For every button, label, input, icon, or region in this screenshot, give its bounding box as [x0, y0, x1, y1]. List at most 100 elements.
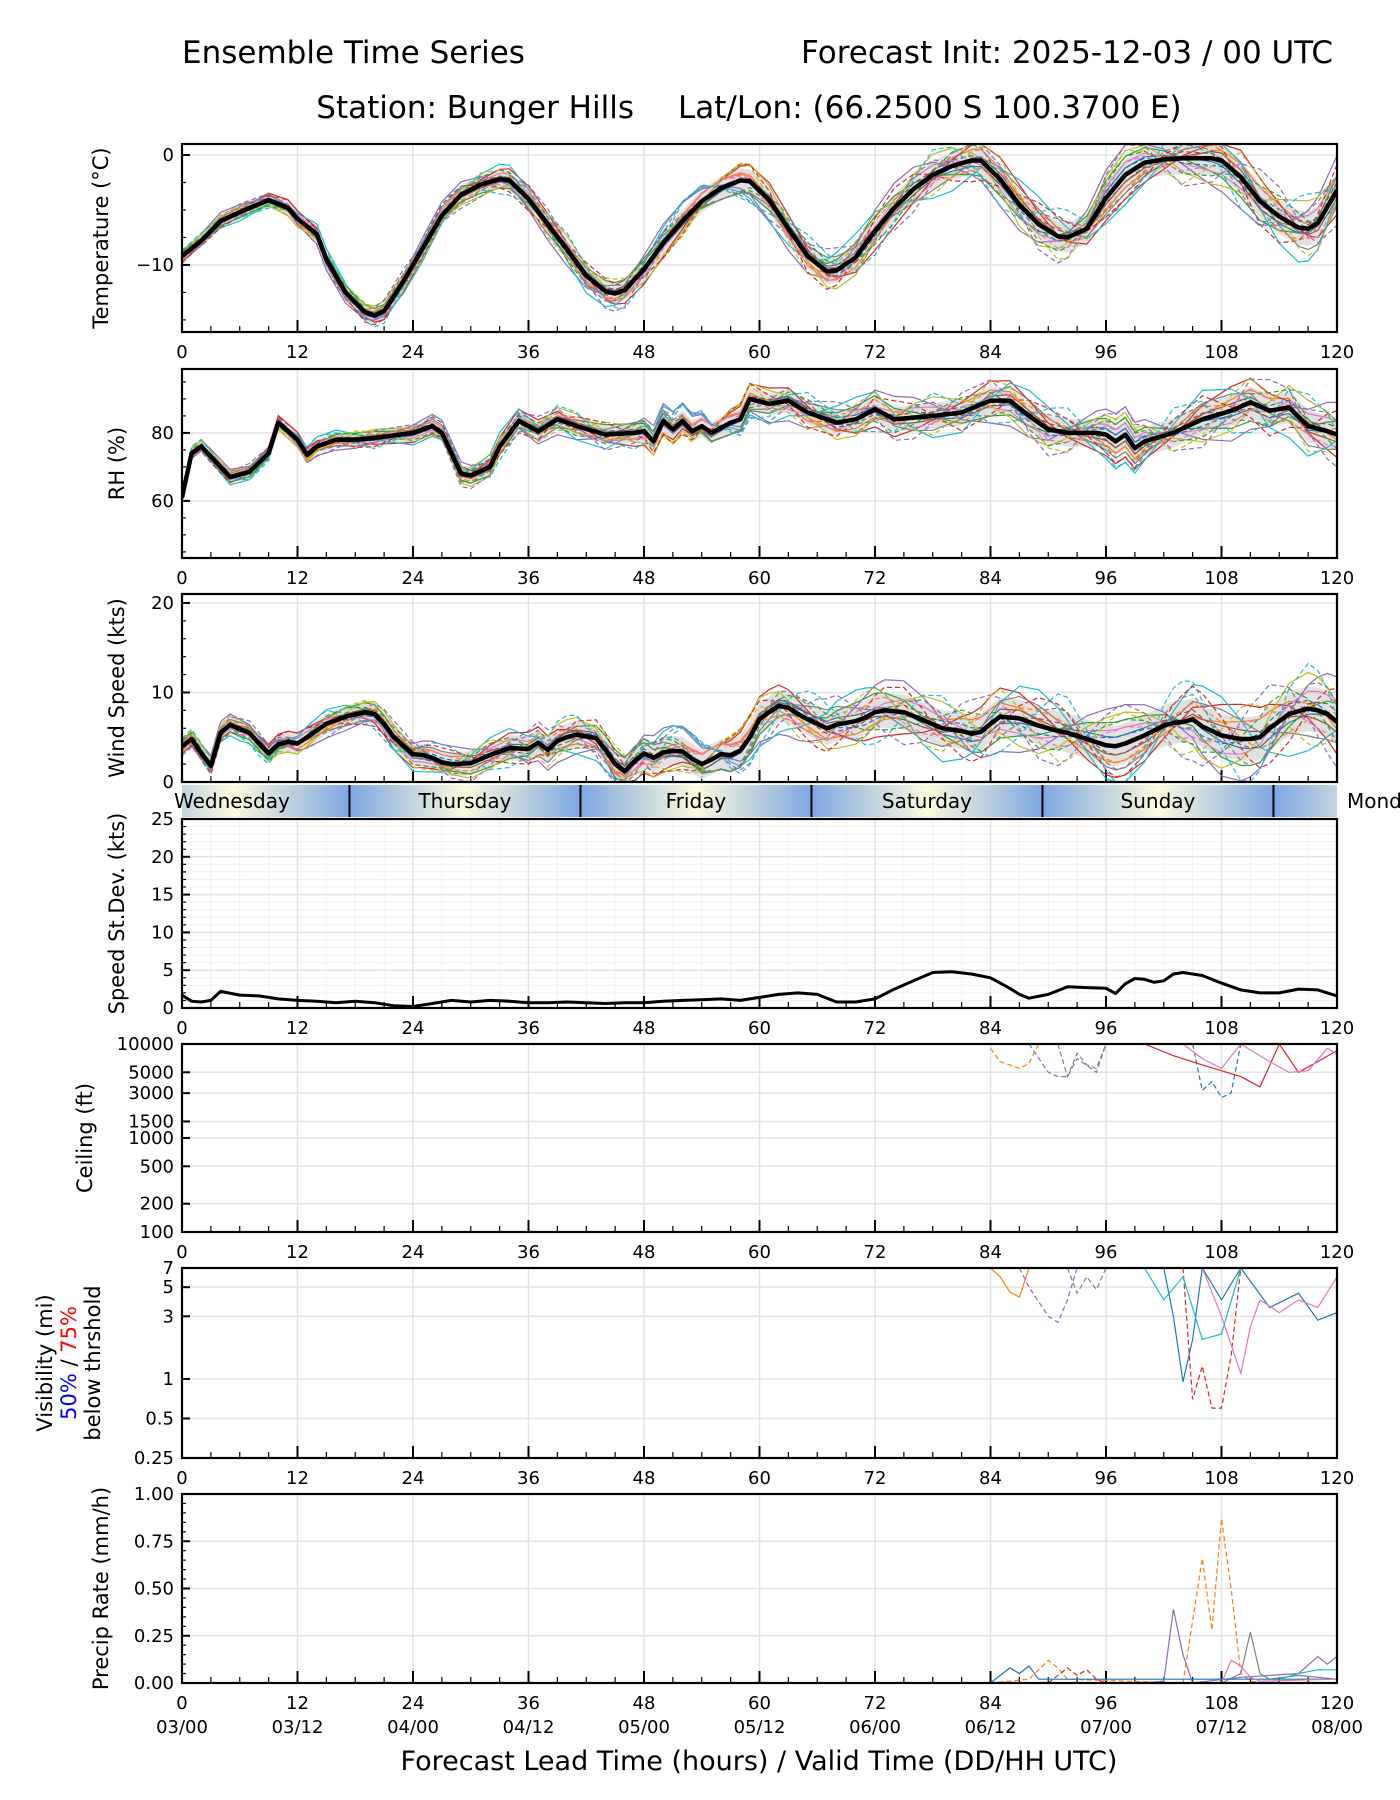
- y-axis-label: Speed St.Dev. (kts): [105, 813, 129, 1015]
- x-tick-label: 36: [517, 1693, 540, 1714]
- x-tick-label: 48: [633, 1018, 656, 1039]
- x-tick-label: 24: [402, 568, 425, 589]
- ensemble-member-line: [182, 671, 1337, 780]
- series-group: [182, 144, 1337, 328]
- x-tick-label: 36: [517, 1018, 540, 1039]
- ensemble-member-line: [182, 382, 1337, 499]
- station-latlon: Lat/Lon: (66.2500 S 100.3700 E): [678, 90, 1182, 126]
- x-tick-label: 84: [979, 1693, 1002, 1714]
- y-tick-label: 0.25: [134, 1626, 174, 1647]
- ensemble-member-line: [1192, 1044, 1242, 1099]
- y-tick-label: 1500: [128, 1111, 174, 1132]
- x-tick-label: 60: [748, 1018, 771, 1039]
- x-tick-label: 72: [864, 1693, 887, 1714]
- ensemble-member-line: [182, 662, 1337, 782]
- x-tick-label: 12: [286, 1468, 309, 1489]
- x-tick-label: 108: [1204, 568, 1238, 589]
- x-tick-label: 84: [979, 1468, 1002, 1489]
- valid-time-label: 06/00: [849, 1717, 901, 1738]
- x-tick-label: 24: [402, 342, 425, 363]
- x-tick-label: 48: [633, 1693, 656, 1714]
- ensemble-member-line: [182, 144, 1337, 312]
- valid-time-label: 04/00: [387, 1717, 439, 1738]
- valid-time-label: 03/00: [156, 1717, 208, 1738]
- x-tick-label: 36: [517, 342, 540, 363]
- x-tick-label: 120: [1320, 1468, 1354, 1489]
- x-tick-label: 60: [748, 1242, 771, 1263]
- x-tick-label: 96: [1095, 1018, 1118, 1039]
- x-tick-label: 72: [864, 1242, 887, 1263]
- threshold-part: /: [57, 1353, 81, 1373]
- y-tick-label: 20: [151, 593, 174, 614]
- panel-frame: [180, 1492, 1339, 1685]
- y-tick-label: 10000: [117, 1034, 174, 1055]
- figure-title: Ensemble Time Series: [182, 35, 525, 71]
- y-tick-label: 0: [163, 772, 174, 793]
- y-axis-label: Temperature (°C): [89, 147, 113, 329]
- x-tick-label: 84: [979, 342, 1002, 363]
- ensemble-member-line: [1220, 1659, 1337, 1683]
- series-group: [990, 1044, 1337, 1099]
- panel-frame: [180, 367, 1339, 560]
- x-tick-label: 48: [633, 568, 656, 589]
- x-tick-label: 12: [286, 568, 309, 589]
- panel-precip_rate: 0.00 0.25 0.50 0.75 1.00 0 12 24 36 48 60 72 84 96 108…: [89, 1484, 1363, 1738]
- x-tick-label: 108: [1204, 1468, 1238, 1489]
- x-tick-label: 108: [1204, 1242, 1238, 1263]
- day-cell: [580, 785, 812, 817]
- x-tick-label: 12: [286, 1242, 309, 1263]
- y-axis-label: Wind Speed (kts): [105, 598, 129, 778]
- day-cell: [349, 785, 581, 817]
- panel-temperature: 0 −10 0 12 24 36 48 60 72 84 96 108 120 Temperature (…: [89, 142, 1354, 363]
- ensemble-member-line: [182, 144, 1337, 326]
- ensemble-member-line: [182, 388, 1337, 493]
- x-tick-label: 96: [1095, 1693, 1118, 1714]
- valid-time-label: 05/12: [734, 1717, 786, 1738]
- x-tick-label: 48: [633, 1468, 656, 1489]
- y-tick-label: 5: [163, 960, 174, 981]
- panel-frame: [180, 592, 1339, 784]
- y-tick-label: 0.50: [134, 1579, 174, 1600]
- x-tick-label: 108: [1204, 1018, 1238, 1039]
- day-label: Wednesday: [174, 789, 290, 813]
- y-tick-label: 15: [151, 885, 174, 906]
- x-tick-label: 120: [1320, 342, 1354, 363]
- x-tick-label: 12: [286, 1693, 309, 1714]
- panel-frame: [180, 1042, 1339, 1234]
- ensemble-member-line: [1182, 1268, 1242, 1409]
- y-tick-label: 200: [140, 1194, 174, 1215]
- x-tick-label: 0: [176, 568, 187, 589]
- x-tick-label: 72: [864, 342, 887, 363]
- ensemble-member-line: [990, 1268, 1030, 1298]
- y-tick-label: 10: [151, 922, 174, 943]
- y-tick-label: 1000: [128, 1128, 174, 1149]
- y-tick-label: 0.5: [145, 1408, 174, 1429]
- ensemble-member-line: [990, 1665, 1337, 1683]
- valid-time-label: 03/12: [272, 1717, 324, 1738]
- x-tick-label: 12: [286, 1018, 309, 1039]
- y-axis-label-threshold: 50% / 75%: [57, 1306, 81, 1420]
- x-tick-label: 108: [1204, 342, 1238, 363]
- ensemble-member-line: [182, 144, 1337, 310]
- series-group: [182, 376, 1337, 505]
- y-axis-label: Visibility (mi): [33, 1294, 57, 1431]
- valid-time-label: 06/12: [965, 1717, 1017, 1738]
- ensemble-member-line: [182, 683, 1337, 782]
- x-tick-label: 120: [1320, 568, 1354, 589]
- day-label: Thursday: [417, 789, 511, 813]
- panel-frame: [180, 1266, 1339, 1460]
- day-label: Saturday: [882, 789, 972, 813]
- ensemble-member-line: [990, 1518, 1261, 1683]
- ensemble-member-line: [1182, 1044, 1337, 1073]
- ensemble-member-line: [1066, 1268, 1107, 1295]
- ensemble-member-line: [182, 144, 1337, 307]
- ensemble-member-line: [1143, 1268, 1242, 1341]
- x-tick-label: 60: [748, 1468, 771, 1489]
- x-tick-label: 24: [402, 1468, 425, 1489]
- ensemble-member-line: [1201, 1268, 1337, 1376]
- ensemble-member-line: [1221, 1631, 1337, 1683]
- ensemble-member-line: [1047, 1667, 1107, 1683]
- ensemble-member-line: [182, 685, 1337, 778]
- y-tick-label: −10: [136, 255, 174, 276]
- y-tick-label: 100: [140, 1222, 174, 1243]
